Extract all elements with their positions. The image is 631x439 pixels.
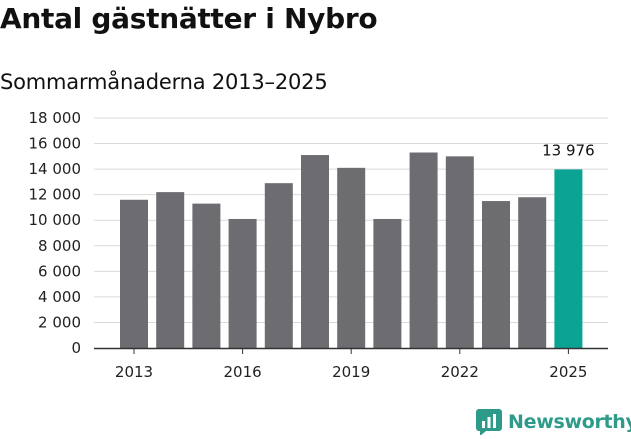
bar-2017 xyxy=(264,183,293,348)
y-tick-label: 6 000 xyxy=(38,262,81,280)
bar-2014 xyxy=(156,192,185,348)
bar-value-label: 13 976 xyxy=(542,141,595,159)
chart-subtitle: Sommarmånaderna 2013–2025 xyxy=(0,70,328,94)
y-tick-label: 18 000 xyxy=(29,109,82,127)
x-tick-label: 2016 xyxy=(224,363,262,381)
newsworthy-logo-icon xyxy=(476,409,502,435)
brand-name: Newsworthy xyxy=(508,411,631,433)
y-tick-label: 16 000 xyxy=(29,135,82,153)
bar-2016 xyxy=(228,218,257,348)
x-tick-label: 2019 xyxy=(332,363,370,381)
bar-2019 xyxy=(337,167,366,348)
y-tick-label: 0 xyxy=(71,339,81,357)
bar-2018 xyxy=(301,155,329,348)
x-tick-label: 2013 xyxy=(115,363,153,381)
x-tick-label: 2022 xyxy=(441,363,479,381)
newsworthy-logo: Newsworthy xyxy=(476,408,631,436)
bar-chart: 13 976 0 2 000 4 000 6 000 8 000 10 000 12 000… xyxy=(29,109,608,381)
y-tick-label: 8 000 xyxy=(38,237,81,255)
y-tick-label: 12 000 xyxy=(29,186,82,204)
y-tick-label: 2 000 xyxy=(38,313,81,331)
y-tick-label: 10 000 xyxy=(29,211,82,229)
bar-2023 xyxy=(482,201,510,348)
x-tick-label: 2025 xyxy=(549,363,587,381)
bar-2021 xyxy=(409,152,438,348)
chart-title: Antal gästnätter i Nybro xyxy=(0,2,378,35)
bar-2013 xyxy=(120,199,148,348)
bar-2020 xyxy=(373,218,402,348)
bar-2015 xyxy=(192,203,221,348)
bar-2022 xyxy=(445,156,474,348)
y-tick-label: 14 000 xyxy=(29,160,82,178)
bar-2025 xyxy=(554,169,583,348)
bar-2024 xyxy=(518,197,547,348)
y-tick-label: 4 000 xyxy=(38,288,81,306)
